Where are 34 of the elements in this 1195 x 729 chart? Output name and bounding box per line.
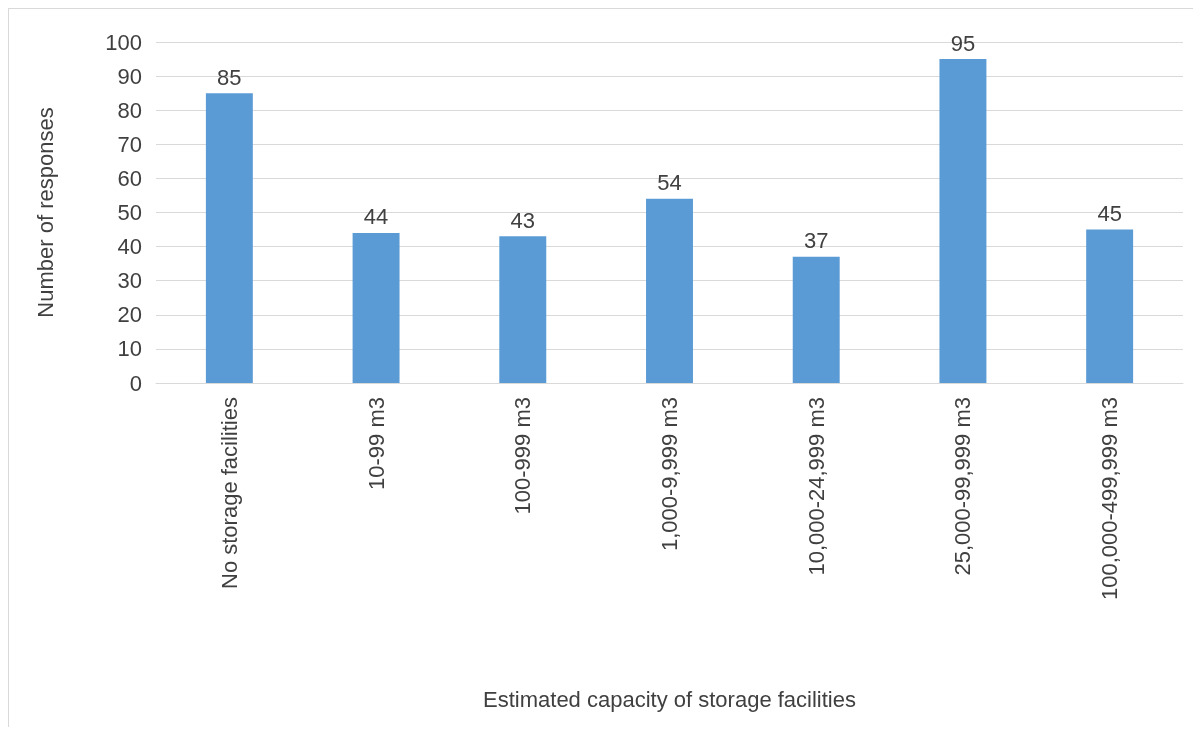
y-tick-label: 30 bbox=[117, 268, 142, 294]
y-tick-label: 0 bbox=[129, 370, 142, 396]
data-label: 54 bbox=[657, 170, 682, 196]
x-tick-label: 10,000-24,999 m3 bbox=[803, 397, 829, 576]
y-axis-title: Number of responses bbox=[32, 107, 58, 318]
bar bbox=[646, 198, 693, 383]
data-label: 95 bbox=[950, 30, 976, 56]
bar bbox=[205, 93, 253, 383]
y-tick-label: 60 bbox=[117, 165, 142, 191]
y-tick-label: 70 bbox=[117, 131, 142, 157]
data-label: 43 bbox=[510, 207, 536, 233]
x-tick-label: 1,000-9,999 m3 bbox=[657, 397, 682, 552]
y-tick-label: 10 bbox=[117, 336, 142, 362]
data-label: 37 bbox=[803, 228, 829, 254]
bar bbox=[792, 256, 840, 383]
bar bbox=[1086, 229, 1134, 383]
data-label: 44 bbox=[363, 204, 389, 230]
y-tick-label: 90 bbox=[117, 63, 142, 89]
x-axis-title: Estimated capacity of storage facilities bbox=[483, 686, 856, 712]
data-label: 45 bbox=[1097, 201, 1122, 227]
x-tick-label: 100-999 m3 bbox=[510, 397, 536, 515]
bar bbox=[499, 236, 547, 383]
y-tick-label: 20 bbox=[117, 302, 142, 328]
x-tick-label: 25,000-99,999 m3 bbox=[950, 397, 976, 576]
y-tick-label: 100 bbox=[105, 29, 142, 55]
x-tick-label: 100,000-499,999 m3 bbox=[1097, 397, 1123, 601]
y-tick-label: 50 bbox=[117, 200, 142, 225]
x-tick-label: No storage facilities bbox=[216, 397, 242, 589]
bar bbox=[939, 59, 987, 383]
y-tick-label: 40 bbox=[117, 234, 142, 260]
y-tick-label: 80 bbox=[117, 97, 142, 123]
x-tick-label: 10-99 m3 bbox=[363, 397, 389, 490]
data-label: 85 bbox=[217, 64, 242, 90]
bar bbox=[352, 232, 400, 383]
